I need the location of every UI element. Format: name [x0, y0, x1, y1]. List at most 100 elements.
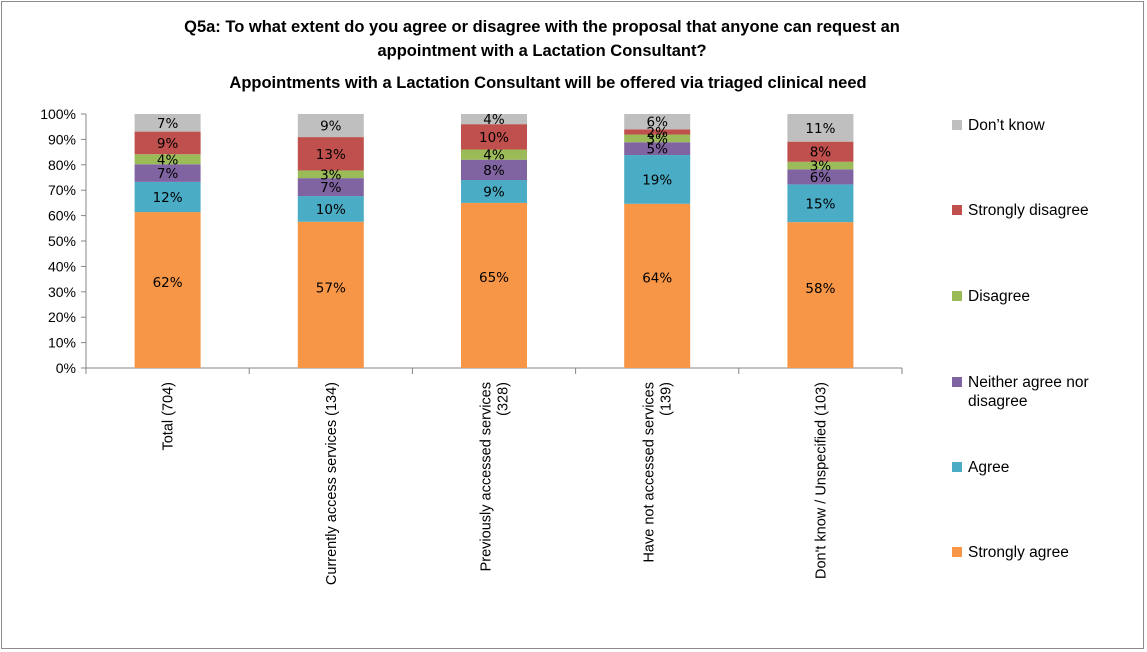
data-label: 58%: [805, 281, 835, 297]
data-label: 4%: [157, 152, 179, 168]
data-label: 64%: [642, 271, 672, 287]
legend-label: Agree: [968, 459, 1009, 476]
bar-segment: [624, 129, 691, 135]
bar-segment: [134, 212, 201, 368]
y-tick-label: 80%: [48, 157, 76, 173]
y-tick-label: 60%: [48, 208, 76, 224]
data-label: 3%: [810, 159, 832, 175]
category-label: Currently access services (134): [324, 382, 340, 585]
y-tick-label: 20%: [48, 309, 76, 325]
chart-title-line: Appointments with a Lactation Consultant…: [229, 74, 866, 92]
bar-segment: [297, 221, 364, 368]
bar-segment: [134, 181, 201, 213]
bar-segment: [624, 155, 691, 204]
data-label: 3%: [646, 131, 668, 147]
bar-segment: [297, 137, 364, 171]
y-tick-label: 50%: [48, 233, 76, 249]
legend-label: disagree: [968, 393, 1027, 410]
data-label: 8%: [483, 163, 505, 179]
bar-segment: [297, 196, 364, 222]
bar-segment: [461, 114, 527, 125]
bar-segment: [461, 159, 527, 181]
chart-title-line: Q5a: To what extent do you agree or disa…: [184, 18, 900, 36]
bar-segment: [461, 124, 527, 150]
bar-segment: [787, 114, 854, 142]
bar-segment: [624, 203, 691, 368]
bar-segment: [134, 154, 201, 165]
legend-swatch: [952, 291, 962, 301]
legend-swatch: [952, 377, 962, 387]
y-tick-label: 10%: [48, 335, 76, 351]
bar-segment: [624, 114, 691, 130]
legend-swatch: [952, 547, 962, 557]
legend-label: Neither agree nor: [968, 374, 1089, 391]
legend-label: Strongly disagree: [968, 202, 1089, 219]
legend-swatch: [952, 462, 962, 472]
bar-segment: [787, 141, 854, 162]
data-label: 9%: [483, 184, 505, 200]
data-label: 7%: [320, 180, 342, 196]
bar-segment: [134, 131, 201, 155]
data-label: 6%: [810, 170, 832, 186]
data-label: 6%: [646, 115, 668, 131]
y-tick-label: 30%: [48, 284, 76, 300]
data-label: 2%: [646, 125, 668, 141]
bar-segment: [787, 184, 854, 223]
data-label: 19%: [642, 172, 672, 188]
bar-segment: [134, 114, 201, 132]
data-label: 13%: [316, 147, 346, 163]
category-label: Have not accessed services: [642, 382, 658, 563]
data-label: 9%: [320, 119, 342, 135]
bar-segment: [787, 161, 854, 170]
bar-segment: [461, 202, 527, 368]
bar-segment: [787, 169, 854, 185]
legend: Don’t know Strongly disagree Disagree Neith…: [952, 117, 1089, 561]
category-label: Total (704): [161, 382, 177, 451]
legend-label: Strongly agree: [968, 544, 1069, 561]
y-tick-label: 90%: [48, 131, 76, 147]
data-label: 10%: [316, 202, 346, 218]
data-labels: 62%12%7%4%9%7%57%10%7%3%13%9%65%9%8%4%10…: [153, 112, 836, 297]
y-axis: 0% 10% 20% 30% 40% 50% 60% 70% 80% 90% 100%: [40, 106, 903, 376]
data-label: 7%: [157, 116, 179, 132]
chart-title: Q5a: To what extent do you agree or disa…: [184, 18, 900, 92]
data-label: 4%: [483, 148, 505, 164]
data-label: 10%: [479, 130, 509, 146]
category-label: Previously accessed services: [479, 382, 495, 571]
plot-area: [134, 114, 854, 368]
bar-segment: [297, 114, 364, 138]
category-label: (328): [496, 382, 512, 416]
bar-segment: [461, 180, 527, 203]
data-label: 11%: [805, 121, 835, 137]
data-label: 5%: [646, 142, 668, 158]
data-label: 9%: [157, 136, 179, 152]
category-label: Don't know / Unspecified (103): [813, 382, 829, 579]
y-tick-label: 0%: [56, 360, 76, 376]
bar-segment: [297, 170, 364, 179]
legend-swatch: [952, 120, 962, 130]
data-label: 62%: [153, 275, 183, 291]
bar-segment: [134, 164, 201, 182]
data-label: 12%: [153, 190, 183, 206]
data-label: 57%: [316, 281, 346, 297]
y-tick-label: 100%: [40, 106, 76, 122]
x-axis-labels: Total (704) Currently access services (13…: [161, 382, 830, 585]
bar-segment: [461, 149, 527, 160]
data-label: 65%: [479, 270, 509, 286]
legend-label: Disagree: [968, 288, 1030, 305]
data-label: 4%: [483, 112, 505, 128]
chart-title-line: appointment with a Lactation Consultant?: [377, 42, 706, 60]
category-label: (139): [659, 382, 675, 416]
data-label: 7%: [157, 166, 179, 182]
bar-segment: [624, 142, 691, 156]
data-label: 8%: [810, 145, 832, 161]
legend-swatch: [952, 205, 962, 215]
bar-segment: [297, 178, 364, 197]
data-label: 3%: [320, 167, 342, 183]
y-tick-label: 40%: [48, 258, 76, 274]
bar-segment: [787, 222, 854, 368]
bar-segment: [624, 134, 691, 143]
data-label: 15%: [805, 196, 835, 212]
